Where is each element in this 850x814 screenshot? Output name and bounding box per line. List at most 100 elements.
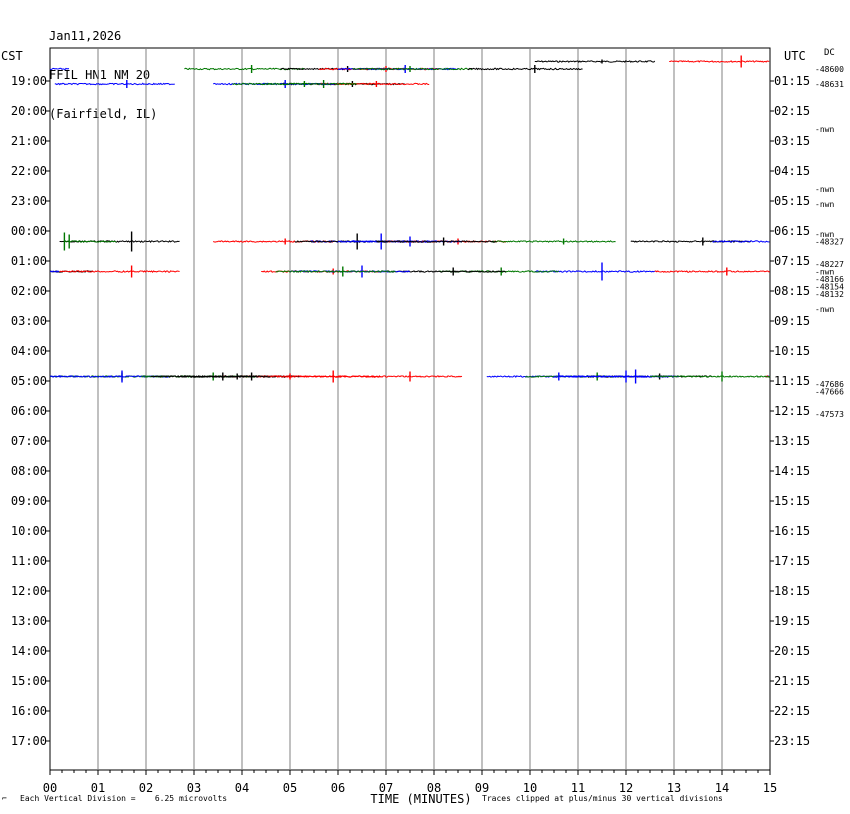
right-time-label: 01:15 <box>774 74 810 88</box>
right-time-label: 15:15 <box>774 494 810 508</box>
left-time-label: 04:00 <box>11 344 47 358</box>
x-tick-label: 09 <box>475 781 489 795</box>
trace-line <box>534 270 656 273</box>
right-time-label: 14:15 <box>774 464 810 478</box>
trace-line <box>54 82 175 86</box>
left-time-label: 17:00 <box>11 734 47 748</box>
left-time-label: 19:00 <box>11 74 47 88</box>
dc-offset-label: -nwn <box>815 305 834 314</box>
x-tick-label: 02 <box>139 781 153 795</box>
right-time-label: 09:15 <box>774 314 810 328</box>
right-time-label: 04:15 <box>774 164 810 178</box>
x-tick-label: 06 <box>331 781 345 795</box>
left-time-label: 00:00 <box>11 224 47 238</box>
x-tick-label: 14 <box>715 781 729 795</box>
dc-offset-label: -47573 <box>815 410 844 419</box>
left-time-label: 15:00 <box>11 674 47 688</box>
right-time-label: 19:15 <box>774 614 810 628</box>
x-tick-label: 11 <box>571 781 585 795</box>
x-tick-label: 01 <box>91 781 105 795</box>
x-axis-title: TIME (MINUTES) <box>370 792 471 806</box>
trace-line <box>654 270 770 273</box>
corner-mark: ⌐ <box>2 794 7 803</box>
x-tick-label: 04 <box>235 781 249 795</box>
station-label: FFIL HN1 NM 20 <box>49 68 151 82</box>
x-tick-label: 12 <box>619 781 633 795</box>
dc-offset-label: -nwn <box>815 268 834 277</box>
dc-offset-label: -nwn <box>815 200 834 209</box>
left-time-label: 14:00 <box>11 644 47 658</box>
right-time-label: 13:15 <box>774 434 810 448</box>
trace-line <box>337 374 463 378</box>
right-time-label: 23:15 <box>774 734 810 748</box>
left-time-label: 12:00 <box>11 584 47 598</box>
dc-offset-label: -47666 <box>815 388 844 397</box>
trace-line <box>491 240 616 243</box>
right-time-label: 22:15 <box>774 704 810 718</box>
right-time-label: 16:15 <box>774 524 810 538</box>
right-time-label: 18:15 <box>774 584 810 598</box>
trace-line <box>467 67 583 71</box>
left-time-label: 08:00 <box>11 464 47 478</box>
trace-line <box>49 374 171 379</box>
trace-line <box>64 240 117 243</box>
left-time-label: 05:00 <box>11 374 47 388</box>
plot-frame <box>49 47 771 771</box>
date-label: Jan11,2026 <box>49 29 122 43</box>
scale-note: Each Vertical Division = 6.25 microvolts <box>20 794 228 803</box>
left-time-label: 21:00 <box>11 134 47 148</box>
offset-header-label: DC <box>824 48 835 58</box>
x-tick-label: 10 <box>523 781 537 795</box>
dc-offset-label: -nwn <box>815 185 834 194</box>
trace-line <box>352 67 473 71</box>
x-tick-label: 00 <box>43 781 57 795</box>
left-time-label: 09:00 <box>11 494 47 508</box>
left-time-label: 11:00 <box>11 554 47 568</box>
trace-line <box>49 270 60 273</box>
trace-line <box>232 82 357 86</box>
left-time-label: 07:00 <box>11 434 47 448</box>
left-time-label: 16:00 <box>11 704 47 718</box>
trace-line <box>712 240 770 243</box>
header-block: Jan11,2026 FFIL HN1 NM 20 (Fairfield, IL… <box>49 4 157 134</box>
left-time-label: 10:00 <box>11 524 47 538</box>
left-time-label: 23:00 <box>11 194 47 208</box>
left-time-label: 02:00 <box>11 284 47 298</box>
right-time-label: 02:15 <box>774 104 810 118</box>
right-time-label: 07:15 <box>774 254 810 268</box>
left-time-label: 01:00 <box>11 254 47 268</box>
x-tick-label: 13 <box>667 781 681 795</box>
right-time-label: 12:15 <box>774 404 810 418</box>
right-time-label: 20:15 <box>774 644 810 658</box>
right-time-label: 10:15 <box>774 344 810 358</box>
dc-offset-label: -48166 <box>815 275 844 284</box>
right-time-label: 05:15 <box>774 194 810 208</box>
right-time-label: 11:15 <box>774 374 810 388</box>
trace-line <box>213 240 334 243</box>
left-time-label: 03:00 <box>11 314 47 328</box>
dc-offset-label: -48327 <box>815 238 844 247</box>
trace-line <box>376 240 497 243</box>
left-time-label: 06:00 <box>11 404 47 418</box>
right-time-label: 21:15 <box>774 674 810 688</box>
right-time-label: 08:15 <box>774 284 810 298</box>
clip-note: Traces clipped at plus/minus 30 vertical… <box>482 794 723 803</box>
dc-offset-label: -nwn <box>815 125 834 134</box>
dc-offset-label: -48154 <box>815 283 844 292</box>
right-time-label: 03:15 <box>774 134 810 148</box>
left-time-label: 22:00 <box>11 164 47 178</box>
x-tick-label: 05 <box>283 781 297 795</box>
left-time-label: 20:00 <box>11 104 47 118</box>
left-timezone-label: CST <box>1 49 23 63</box>
right-timezone-label: UTC <box>784 49 806 63</box>
x-tick-label: 03 <box>187 781 201 795</box>
dc-offset-label: -nwn <box>815 230 834 239</box>
trace-line <box>49 67 70 71</box>
trace-line <box>150 374 271 378</box>
trace-line <box>275 270 396 273</box>
dc-offset-label: -48227 <box>815 260 844 269</box>
dc-offset-label: -47686 <box>815 380 844 389</box>
dc-offset-label: -48132 <box>815 290 844 299</box>
dc-offset-label: -48631 <box>815 80 844 89</box>
trace-line <box>649 375 771 378</box>
